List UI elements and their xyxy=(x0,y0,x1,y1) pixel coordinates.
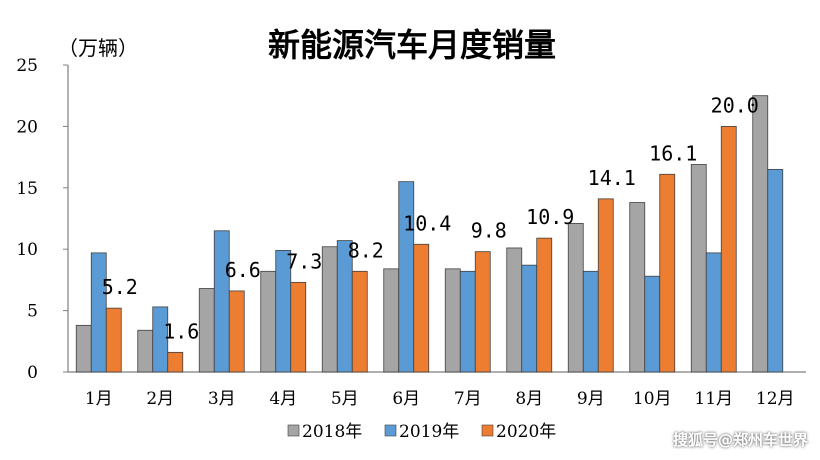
y-axis-unit: （万辆） xyxy=(58,36,138,60)
y-tick-label: 0 xyxy=(27,363,38,383)
data-label-2020: 6.6 xyxy=(225,258,261,282)
y-tick-label: 20 xyxy=(16,117,38,137)
data-label-2020: 8.2 xyxy=(348,238,384,262)
data-label-2020: 1.6 xyxy=(163,319,199,343)
bar-2018-5 xyxy=(321,246,338,373)
bar-2020-4 xyxy=(290,281,307,373)
bar-2020-8 xyxy=(536,237,553,373)
x-tick-label: 6月 xyxy=(392,389,420,409)
bar-2019-1 xyxy=(90,252,107,373)
bar-2018-8 xyxy=(506,247,523,373)
data-label-2020: 10.9 xyxy=(526,205,574,229)
bar-2020-7 xyxy=(474,251,491,373)
data-label-2020: 10.4 xyxy=(403,211,451,235)
bar-2019-9 xyxy=(582,270,599,373)
watermark: 搜狐号@郑州车世界 xyxy=(672,431,808,449)
x-tick-label: 5月 xyxy=(331,389,359,409)
bar-2019-2 xyxy=(152,306,169,373)
legend-swatch-2020 xyxy=(481,424,494,437)
y-tick-label: 5 xyxy=(27,302,38,322)
x-tick-label: 3月 xyxy=(208,389,236,409)
bar-2018-11 xyxy=(690,164,707,373)
x-tick-label: 1月 xyxy=(85,389,113,409)
legend-swatch-2019 xyxy=(384,424,397,437)
x-tick-label: 8月 xyxy=(515,389,543,409)
bar-2019-8 xyxy=(521,264,538,373)
bar-2020-10 xyxy=(659,173,676,373)
legend-label-2020: 2020年 xyxy=(496,422,556,442)
bar-2018-4 xyxy=(260,270,277,373)
bar-2018-1 xyxy=(75,324,92,373)
x-tick-label: 11月 xyxy=(694,389,733,409)
legend-label-2018: 2018年 xyxy=(302,422,362,442)
bar-2018-7 xyxy=(444,268,461,373)
bar-2018-2 xyxy=(137,329,154,373)
bar-2018-12 xyxy=(752,95,769,373)
y-tick-label: 15 xyxy=(16,179,38,199)
data-label-2020: 7.3 xyxy=(286,249,322,273)
bar-2019-3 xyxy=(213,230,230,373)
bar-2020-5 xyxy=(351,270,368,373)
y-tick-label: 10 xyxy=(16,240,38,260)
bar-2019-12 xyxy=(767,168,784,373)
bar-2018-9 xyxy=(567,223,584,373)
bar-2020-1 xyxy=(105,307,122,373)
bar-2019-10 xyxy=(644,275,661,373)
x-tick-label: 9月 xyxy=(577,389,605,409)
data-label-2020: 9.8 xyxy=(471,219,507,243)
bar-2018-6 xyxy=(383,268,400,373)
bar-2020-9 xyxy=(597,198,614,373)
data-label-2020: 16.1 xyxy=(649,141,697,165)
bar-2019-7 xyxy=(459,270,476,373)
bar-2018-10 xyxy=(629,202,646,373)
data-label-2020: 5.2 xyxy=(102,275,138,299)
bar-2020-3 xyxy=(228,290,245,373)
bar-2020-2 xyxy=(167,351,184,373)
bar-2018-3 xyxy=(198,288,215,373)
bar-2019-6 xyxy=(398,181,415,373)
legend-label-2019: 2019年 xyxy=(399,422,459,442)
x-tick-label: 4月 xyxy=(269,389,297,409)
x-tick-label: 7月 xyxy=(454,389,482,409)
bar-2020-11 xyxy=(720,126,737,373)
x-tick-label: 12月 xyxy=(756,389,795,409)
legend: 2018年 2019年 2020年 xyxy=(287,422,556,442)
data-label-2020: 20.0 xyxy=(711,93,759,117)
legend-swatch-2018 xyxy=(287,424,300,437)
y-tick-label: 25 xyxy=(16,56,38,76)
plot-area: 0 5 10 15 20 25 1月 2月 3月 4月 5月 6月 7月 8月 9月 10月 11月 12月 5.2… xyxy=(16,56,806,409)
bar-2020-6 xyxy=(413,243,430,373)
data-label-2020: 14.1 xyxy=(588,166,636,190)
chart-title: 新能源汽车月度销量 xyxy=(268,26,556,64)
x-tick-label: 2月 xyxy=(146,389,174,409)
x-tick-label: 10月 xyxy=(633,389,672,409)
bar-2019-11 xyxy=(705,252,722,373)
